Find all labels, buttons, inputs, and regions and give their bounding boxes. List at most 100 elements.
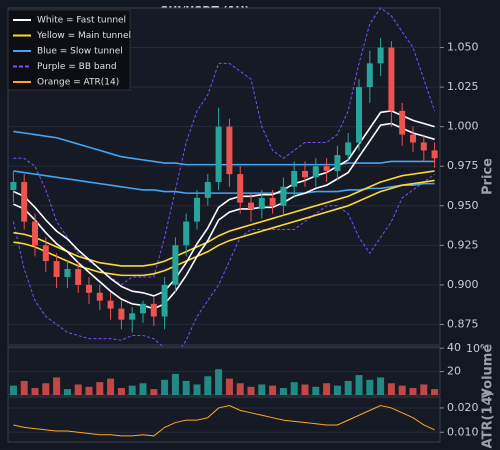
volume-bar	[31, 387, 39, 395]
candle-body	[226, 126, 233, 175]
band-line	[13, 170, 435, 267]
candle-body	[323, 166, 330, 171]
candle-body	[172, 245, 179, 285]
panel	[7, 346, 441, 396]
legend-label: Orange = ATR(14)	[37, 78, 119, 88]
volume-bar	[171, 373, 179, 395]
y-axis-label: Volume	[481, 344, 496, 399]
candle-body	[42, 245, 49, 262]
volume-bar	[323, 383, 331, 395]
volume-bar	[182, 380, 190, 395]
volume-bar	[290, 382, 298, 395]
volume-bar	[53, 377, 61, 395]
candle-body	[204, 182, 211, 198]
y-tick-label: 20	[447, 365, 461, 378]
candle-body	[53, 261, 60, 277]
band-line	[13, 110, 435, 297]
candle-body	[388, 47, 395, 111]
candle-body	[334, 155, 341, 171]
candle-body	[75, 269, 82, 285]
candle-body	[377, 47, 384, 64]
candle-body	[32, 221, 38, 246]
candle-body	[248, 202, 254, 209]
volume-bar	[344, 380, 352, 395]
legend-label: Blue = Slow tunnel	[37, 47, 123, 57]
candle-body	[302, 170, 308, 178]
volume-bar	[74, 384, 82, 395]
candle-body	[107, 300, 114, 309]
volume-bar	[431, 389, 439, 395]
candle-body	[86, 284, 92, 293]
volume-bar	[139, 383, 147, 395]
candle-body	[215, 126, 222, 183]
volume-bar	[225, 378, 233, 395]
candle-body	[258, 197, 265, 209]
y-tick-label: 40	[447, 341, 461, 354]
volume-bar	[301, 384, 309, 395]
y-tick-label: 0.925	[447, 238, 479, 251]
candle-body	[10, 182, 17, 190]
candle-body	[64, 269, 71, 277]
candle-body	[356, 87, 362, 143]
y-tick-label: 0.875	[447, 317, 479, 330]
y-tick-label: 0.900	[447, 278, 479, 291]
volume-bar	[269, 385, 277, 395]
candle-body	[399, 110, 406, 135]
candle-body	[194, 197, 200, 222]
volume-bar	[258, 384, 266, 395]
legend-label: White = Fast tunnel	[37, 16, 126, 26]
candle-body	[161, 284, 168, 317]
volume-bar	[204, 376, 212, 395]
volume-bar	[150, 389, 158, 395]
volume-bar	[215, 369, 223, 395]
y-tick-label: 0.950	[447, 199, 479, 212]
y-tick-label: 1.000	[447, 120, 479, 133]
candle-body	[345, 142, 352, 156]
legend-label: Purple = BB band	[37, 62, 117, 72]
candle-body	[410, 134, 416, 143]
candle-body	[366, 63, 373, 88]
volume-bar	[333, 385, 341, 395]
volume-bar	[366, 379, 374, 395]
candle-body	[312, 166, 319, 178]
candle-body	[420, 142, 427, 151]
y-tick-label: 0.010	[447, 425, 479, 438]
volume-bar	[161, 379, 169, 395]
volume-bar	[42, 383, 50, 395]
volume-bar	[63, 389, 71, 395]
volume-bar	[355, 375, 363, 395]
candle-body	[237, 174, 244, 203]
volume-bar	[85, 386, 93, 395]
y-tick-label: 1.025	[447, 80, 479, 93]
volume-bar	[377, 377, 385, 395]
volume-bar	[236, 383, 244, 395]
candle-body	[183, 221, 190, 246]
candle-body	[280, 186, 287, 206]
atr-line	[13, 404, 435, 437]
volume-bar	[107, 378, 115, 395]
volume-bar	[247, 386, 255, 395]
candle-body	[150, 303, 157, 317]
candle-body	[140, 303, 146, 314]
candle-body	[291, 170, 298, 187]
legend-label: Yellow = Main tunnel	[36, 31, 131, 41]
volume-bar	[387, 383, 395, 395]
offset-label: 10⁶	[466, 342, 485, 355]
volume-bar	[9, 385, 17, 395]
y-axis-label: ATR(14)	[481, 391, 496, 449]
y-tick-label: 0.020	[447, 401, 479, 414]
volume-bar	[409, 387, 417, 395]
volume-bar	[96, 382, 104, 395]
candle-body	[118, 308, 125, 320]
volume-bar	[20, 380, 28, 395]
band-line	[13, 130, 435, 166]
y-tick-label: 1.050	[447, 41, 479, 54]
volume-bar	[128, 385, 136, 395]
candle-body	[129, 313, 136, 320]
volume-bar	[312, 386, 320, 395]
volume-bar	[193, 384, 201, 395]
candle-body	[96, 292, 103, 301]
band-line	[13, 122, 435, 310]
band-line	[12, 173, 435, 357]
